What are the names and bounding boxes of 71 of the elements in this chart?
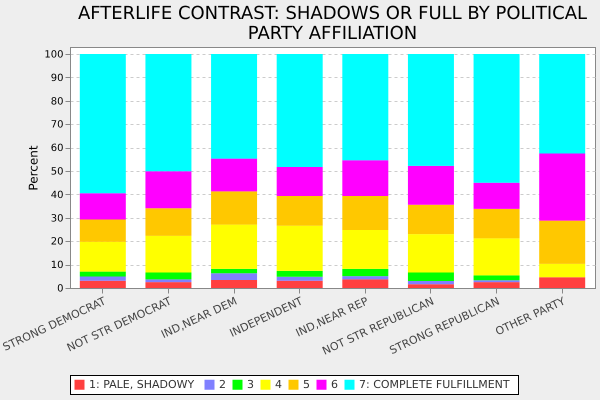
y-tick-label: 90 <box>50 72 64 84</box>
bar <box>80 276 126 281</box>
bar <box>474 238 520 276</box>
bar <box>342 230 388 269</box>
legend-label: 4 <box>275 378 282 391</box>
bar <box>276 226 323 271</box>
bar <box>145 54 192 172</box>
bar <box>211 273 258 280</box>
y-tick-label: 20 <box>50 236 64 248</box>
bar <box>408 280 454 284</box>
bar <box>539 220 586 264</box>
bar <box>539 54 586 154</box>
y-tick-label: 80 <box>50 96 64 108</box>
bar <box>80 242 126 272</box>
bar <box>408 204 454 234</box>
y-tick-label: 100 <box>44 50 64 61</box>
y-tick-label: 50 <box>50 166 64 178</box>
bar <box>80 193 126 220</box>
y-axis-title: Percent <box>26 145 40 191</box>
bar <box>145 236 192 273</box>
bar <box>474 208 520 238</box>
bar <box>474 182 520 209</box>
y-tick-label: 10 <box>50 260 64 272</box>
bar <box>539 277 586 288</box>
legend-label: 6 <box>331 378 338 391</box>
bar <box>145 171 192 208</box>
bar <box>342 160 388 196</box>
bar <box>211 191 258 225</box>
bar <box>80 272 126 277</box>
legend-label: 3 <box>247 378 254 391</box>
bar <box>276 270 323 277</box>
bar <box>211 224 258 269</box>
bar <box>276 54 323 168</box>
bar <box>211 54 258 159</box>
bar <box>145 272 192 280</box>
bar <box>80 54 126 194</box>
bar <box>276 280 323 288</box>
chart-title: AFTERLIFE CONTRAST: SHADOWS OR FULL BY POLITICAL PARTY AFFILIATION <box>78 3 588 44</box>
y-tick-label: 40 <box>50 190 64 201</box>
bar <box>80 280 126 288</box>
bar <box>342 54 388 160</box>
bar <box>408 166 454 205</box>
bar <box>145 282 192 288</box>
bar <box>342 268 388 276</box>
bar <box>342 196 388 230</box>
y-tick-label: 30 <box>50 213 64 224</box>
bar <box>276 196 323 226</box>
bar <box>276 167 323 196</box>
bar <box>211 268 258 274</box>
bar <box>408 234 454 273</box>
y-tick-label: 70 <box>50 120 64 131</box>
bar <box>408 272 454 281</box>
bar <box>80 219 126 242</box>
bar <box>408 284 454 288</box>
bar <box>474 54 520 183</box>
y-tick-label: 0 <box>57 284 64 294</box>
bar <box>474 275 520 280</box>
bar <box>408 54 454 166</box>
legend-label: 5 <box>303 378 310 391</box>
y-tick-label: 60 <box>50 143 64 154</box>
bar <box>539 153 586 221</box>
bar <box>145 208 192 236</box>
bar <box>539 264 586 278</box>
legend-label: 2 <box>219 378 226 391</box>
bar <box>342 279 388 288</box>
bar <box>211 158 258 192</box>
legend-label: 1: PALE, SHADOWY <box>89 378 195 391</box>
bar <box>211 280 258 288</box>
bar <box>474 282 520 288</box>
bar <box>342 276 388 280</box>
legend-label: 7: COMPLETE FULFILLMENT <box>359 378 510 391</box>
